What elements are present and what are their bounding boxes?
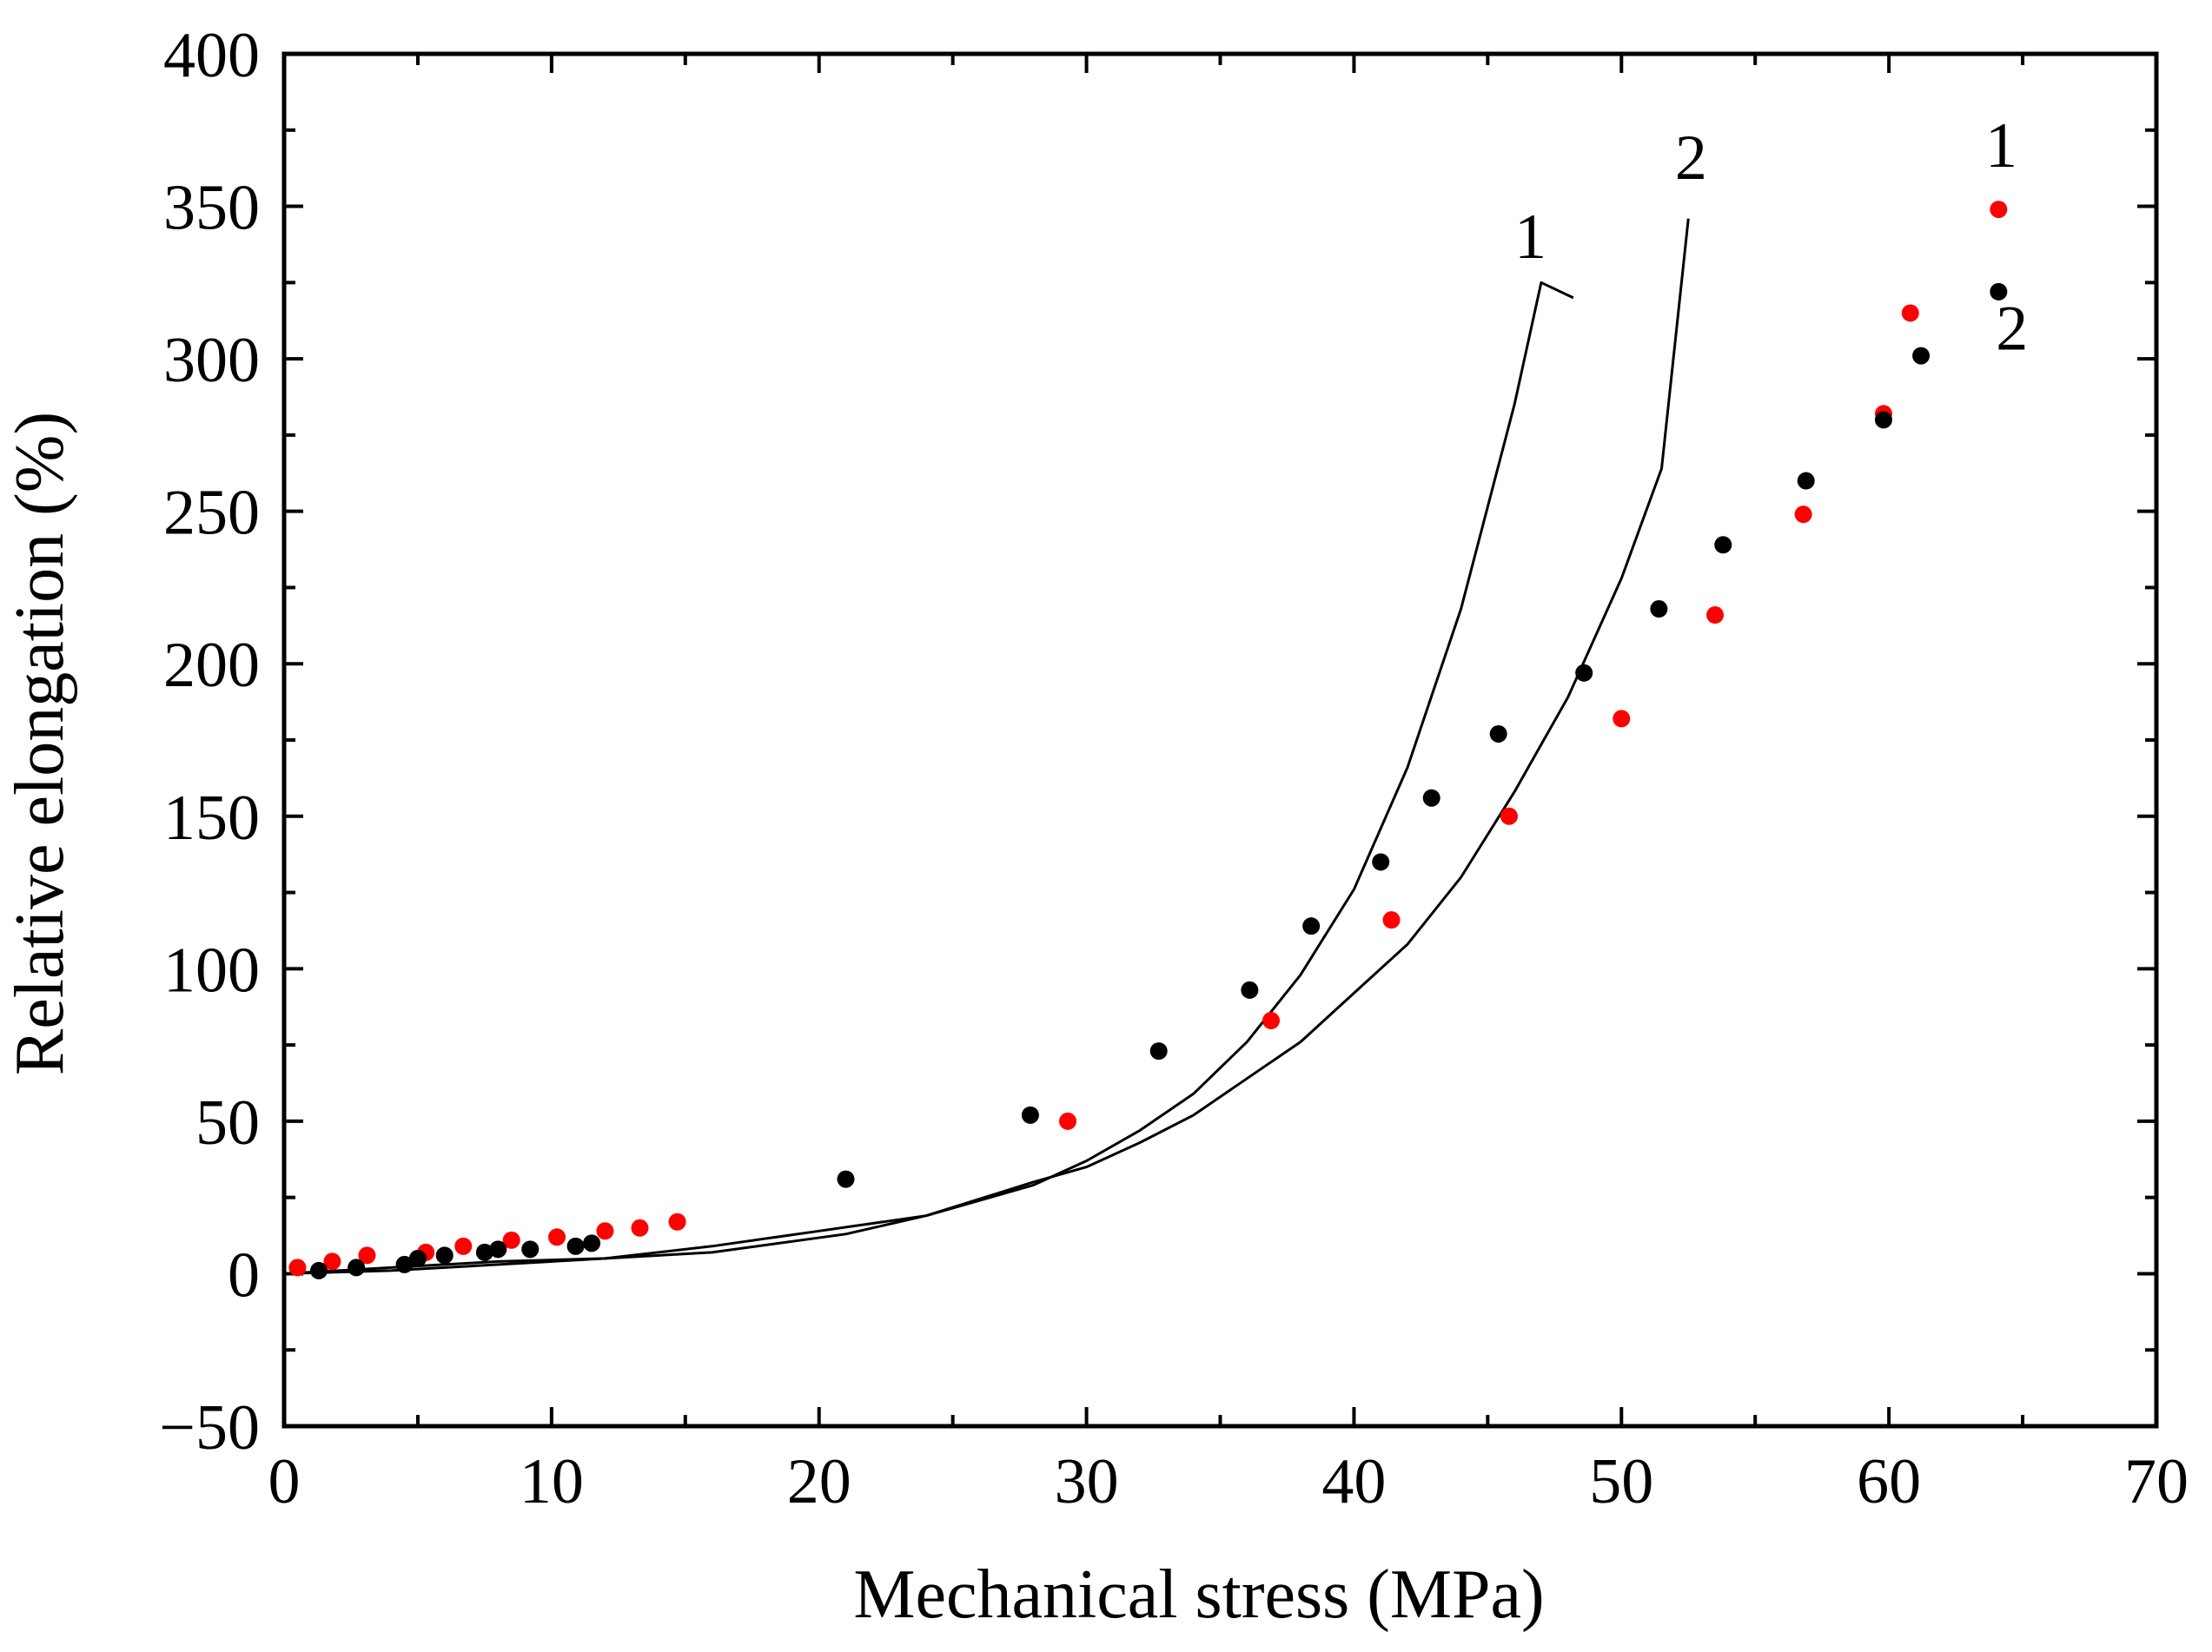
red-data-point bbox=[1059, 1112, 1077, 1130]
black-data-point bbox=[1912, 347, 1931, 365]
black-data-point bbox=[1714, 536, 1732, 554]
x-tick-label: 10 bbox=[520, 1446, 584, 1517]
red-data-point bbox=[631, 1219, 649, 1237]
x-tick-label: 60 bbox=[1857, 1446, 1921, 1517]
black-data-point bbox=[1372, 853, 1390, 871]
black-data-point bbox=[566, 1237, 585, 1255]
y-tick-label: −50 bbox=[159, 1392, 260, 1464]
y-tick-label: 200 bbox=[163, 630, 260, 701]
x-tick-label: 70 bbox=[2124, 1446, 2189, 1517]
black-data-point bbox=[489, 1240, 507, 1259]
red-data-point bbox=[1990, 201, 2008, 219]
black-data-point bbox=[310, 1261, 328, 1279]
black-data-point bbox=[1302, 917, 1321, 935]
data-points bbox=[288, 201, 2008, 1279]
red-data-point bbox=[1794, 506, 1812, 524]
curve-line-2 bbox=[283, 281, 1574, 1275]
y-axis-label: Relative elongation (%) bbox=[2, 412, 78, 1075]
curve-number-label: 2 bbox=[1996, 294, 2028, 365]
black-data-point bbox=[583, 1234, 601, 1252]
black-data-point bbox=[348, 1259, 366, 1277]
red-data-point bbox=[323, 1252, 341, 1271]
fitted-curves bbox=[283, 218, 1690, 1275]
red-data-point bbox=[288, 1259, 307, 1277]
red-data-point bbox=[358, 1246, 376, 1265]
y-tick-label: 250 bbox=[163, 478, 260, 549]
black-data-point bbox=[1575, 664, 1593, 682]
y-tick-label: 50 bbox=[195, 1087, 260, 1159]
curve-line-3 bbox=[283, 218, 1690, 1275]
plot-border bbox=[281, 51, 2159, 1429]
x-tick-label: 20 bbox=[787, 1446, 851, 1517]
red-data-point bbox=[502, 1231, 520, 1249]
y-tick-label: 150 bbox=[163, 783, 260, 854]
black-data-point bbox=[1021, 1106, 1039, 1124]
red-data-point bbox=[596, 1222, 614, 1240]
red-data-point bbox=[1901, 304, 1919, 322]
tick-labels: 0 10 20 30 40 50 60 70−500501001502002503003504… bbox=[159, 20, 2189, 1517]
y-tick-label: 100 bbox=[163, 935, 260, 1006]
red-data-point bbox=[454, 1237, 473, 1255]
black-data-point bbox=[1797, 472, 1815, 490]
curve-number-label: 2 bbox=[1675, 122, 1707, 194]
y-tick-label: 300 bbox=[163, 325, 260, 396]
red-data-point bbox=[668, 1213, 686, 1231]
black-data-point bbox=[1241, 981, 1259, 999]
black-data-point bbox=[1489, 724, 1507, 743]
x-tick-label: 40 bbox=[1321, 1446, 1386, 1517]
y-tick-label: 350 bbox=[163, 173, 260, 244]
black-data-point bbox=[395, 1255, 414, 1273]
black-data-point bbox=[1874, 411, 1892, 429]
axis-ticks bbox=[282, 52, 2158, 1428]
curve-number-label: 1 bbox=[1985, 110, 2017, 182]
black-data-point bbox=[837, 1170, 855, 1188]
y-tick-label: 400 bbox=[163, 20, 260, 91]
x-axis-label: Mechanical stress (MPa) bbox=[853, 1556, 1544, 1633]
red-data-point bbox=[1262, 1012, 1280, 1030]
red-data-point bbox=[548, 1228, 566, 1246]
black-data-point bbox=[435, 1246, 454, 1265]
black-data-point bbox=[1650, 600, 1668, 618]
red-data-point bbox=[1706, 606, 1725, 624]
y-tick-label: 0 bbox=[228, 1239, 260, 1311]
red-data-point bbox=[1500, 807, 1518, 825]
x-tick-label: 30 bbox=[1055, 1446, 1119, 1517]
red-data-point bbox=[1382, 911, 1401, 929]
black-data-point bbox=[1149, 1042, 1168, 1061]
black-data-point bbox=[521, 1240, 540, 1259]
black-data-point bbox=[1990, 282, 2008, 301]
plot-frame bbox=[281, 51, 2159, 1429]
curve-number-label: 1 bbox=[1514, 202, 1546, 273]
x-tick-label: 50 bbox=[1589, 1446, 1653, 1517]
x-tick-label: 0 bbox=[268, 1446, 301, 1517]
black-data-point bbox=[475, 1243, 493, 1261]
black-data-point bbox=[408, 1249, 427, 1267]
red-data-point bbox=[1613, 710, 1631, 728]
curve-labels: 1 2 1 2 bbox=[1514, 110, 2028, 365]
black-data-point bbox=[1422, 789, 1440, 807]
